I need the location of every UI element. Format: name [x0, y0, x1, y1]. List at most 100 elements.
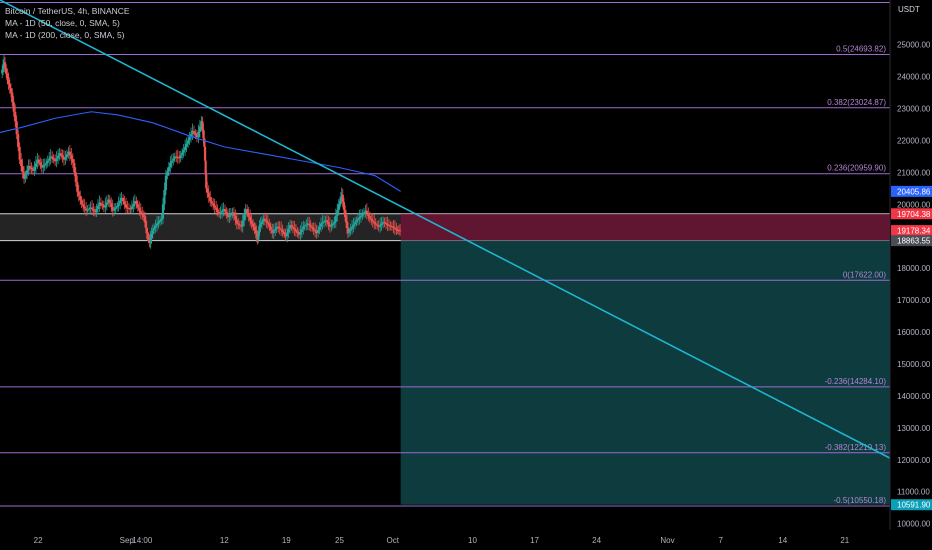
candle-body	[337, 204, 340, 211]
y-tick-label: 22000.00	[897, 136, 931, 145]
candle-body	[249, 216, 252, 221]
candle-body	[160, 218, 163, 221]
price-badge[interactable]	[891, 185, 932, 197]
candle-body	[209, 196, 212, 202]
candle-body	[231, 212, 234, 214]
y-tick-label: 21000.00	[897, 168, 931, 177]
candle-body	[244, 209, 247, 215]
candle-body	[300, 229, 303, 233]
candle-body	[144, 222, 147, 228]
candle-body	[126, 207, 129, 209]
candle-body	[277, 226, 280, 228]
fib-level-label: -0.382(12219.13)	[825, 443, 887, 452]
candle-body	[62, 157, 66, 160]
candle-body	[257, 235, 260, 240]
price-badge[interactable]	[891, 499, 932, 511]
candle-body	[253, 226, 256, 230]
candle-body	[178, 157, 181, 159]
candle-body	[371, 220, 374, 222]
ma-line[interactable]	[0, 111, 401, 192]
candle-body	[370, 218, 373, 221]
candle-body	[132, 203, 135, 207]
candle-body	[96, 205, 100, 210]
candle-body	[359, 215, 363, 218]
candle-body	[374, 223, 377, 225]
candle-body	[383, 221, 386, 223]
candle-body	[314, 229, 317, 232]
candle-body	[250, 220, 253, 224]
candle-body	[285, 232, 289, 237]
fibonacci-layer: 0.5(24693.82) 0.382(23024.87) 0.236(20959.…	[0, 2, 890, 540]
candle-body	[149, 238, 152, 243]
candle-body	[65, 154, 69, 157]
candle-body	[379, 225, 382, 227]
price-badge[interactable]	[891, 235, 932, 247]
candle-body	[129, 208, 132, 210]
candle-body	[102, 205, 105, 208]
y-tick-label: 23000.00	[897, 105, 931, 114]
candle-body	[251, 223, 255, 227]
candle-body	[262, 218, 265, 222]
candle-body	[12, 102, 15, 112]
candle-body	[348, 230, 351, 234]
candle-body	[324, 220, 327, 222]
fib-level-label: -0.236(14284.10)	[825, 377, 887, 386]
x-tick-label: 25	[335, 536, 344, 545]
candle-body	[345, 222, 349, 228]
candle-body	[30, 167, 33, 170]
candle-body	[275, 226, 278, 229]
ma-50-legend[interactable]: MA - 1D (50, close, 0, SMA, 5)	[5, 18, 120, 28]
trendline[interactable]	[0, 0, 891, 459]
symbol-title[interactable]: Bitcoin / TetherUS, 4h, BINANCE	[5, 6, 130, 16]
candle-body	[240, 225, 243, 227]
candle-body	[311, 226, 314, 229]
y-tick-label: 16000.00	[897, 328, 931, 337]
fib-level-label: -0.5(10550.18)	[834, 496, 887, 505]
target-zone[interactable]	[400, 240, 890, 505]
candle-body	[287, 228, 290, 233]
candle-body	[163, 189, 166, 205]
candle-body	[18, 146, 21, 160]
candle-body	[238, 224, 241, 226]
candle-body	[392, 226, 395, 228]
candle-body	[188, 137, 191, 141]
candle-body	[309, 225, 312, 227]
candle-body	[344, 209, 347, 218]
candle-body	[207, 192, 210, 197]
candle-body	[203, 146, 207, 161]
candle-body	[386, 224, 389, 226]
candle-body	[296, 231, 299, 234]
candle-body	[71, 159, 74, 163]
candle-body	[390, 226, 394, 228]
y-tick-label: 15000.00	[897, 360, 931, 369]
candle-body	[393, 227, 397, 229]
price-axis[interactable]: USDT 10000.00 11000.00 12000.00 13000.00 1400…	[889, 0, 932, 550]
candle-body	[147, 236, 150, 240]
candle-body	[158, 220, 162, 222]
candle-body	[14, 111, 17, 122]
stop-zone[interactable]	[400, 213, 890, 241]
candle-body	[330, 225, 333, 227]
candle-body	[200, 121, 203, 127]
candle-body	[150, 234, 153, 239]
candle-body	[49, 156, 52, 159]
candle-body	[331, 223, 334, 226]
y-tick-label: 14000.00	[897, 392, 931, 401]
price-badge[interactable]	[891, 208, 932, 220]
candle-body	[25, 170, 29, 175]
candle-body	[77, 191, 80, 196]
candle-body	[186, 140, 190, 144]
candle-body	[305, 224, 308, 226]
candle-body	[306, 223, 309, 225]
candle-body	[166, 171, 169, 176]
candle-body	[243, 214, 246, 221]
candle-body	[216, 209, 219, 212]
candle-body	[48, 158, 51, 161]
price-badge-text: 18863.55	[897, 237, 931, 246]
ma-200-legend[interactable]: MA - 1D (200, close, 0, SMA, 5)	[5, 30, 125, 40]
candle-body	[104, 204, 107, 208]
consolidation-box	[0, 213, 401, 241]
candle-body	[397, 230, 401, 232]
